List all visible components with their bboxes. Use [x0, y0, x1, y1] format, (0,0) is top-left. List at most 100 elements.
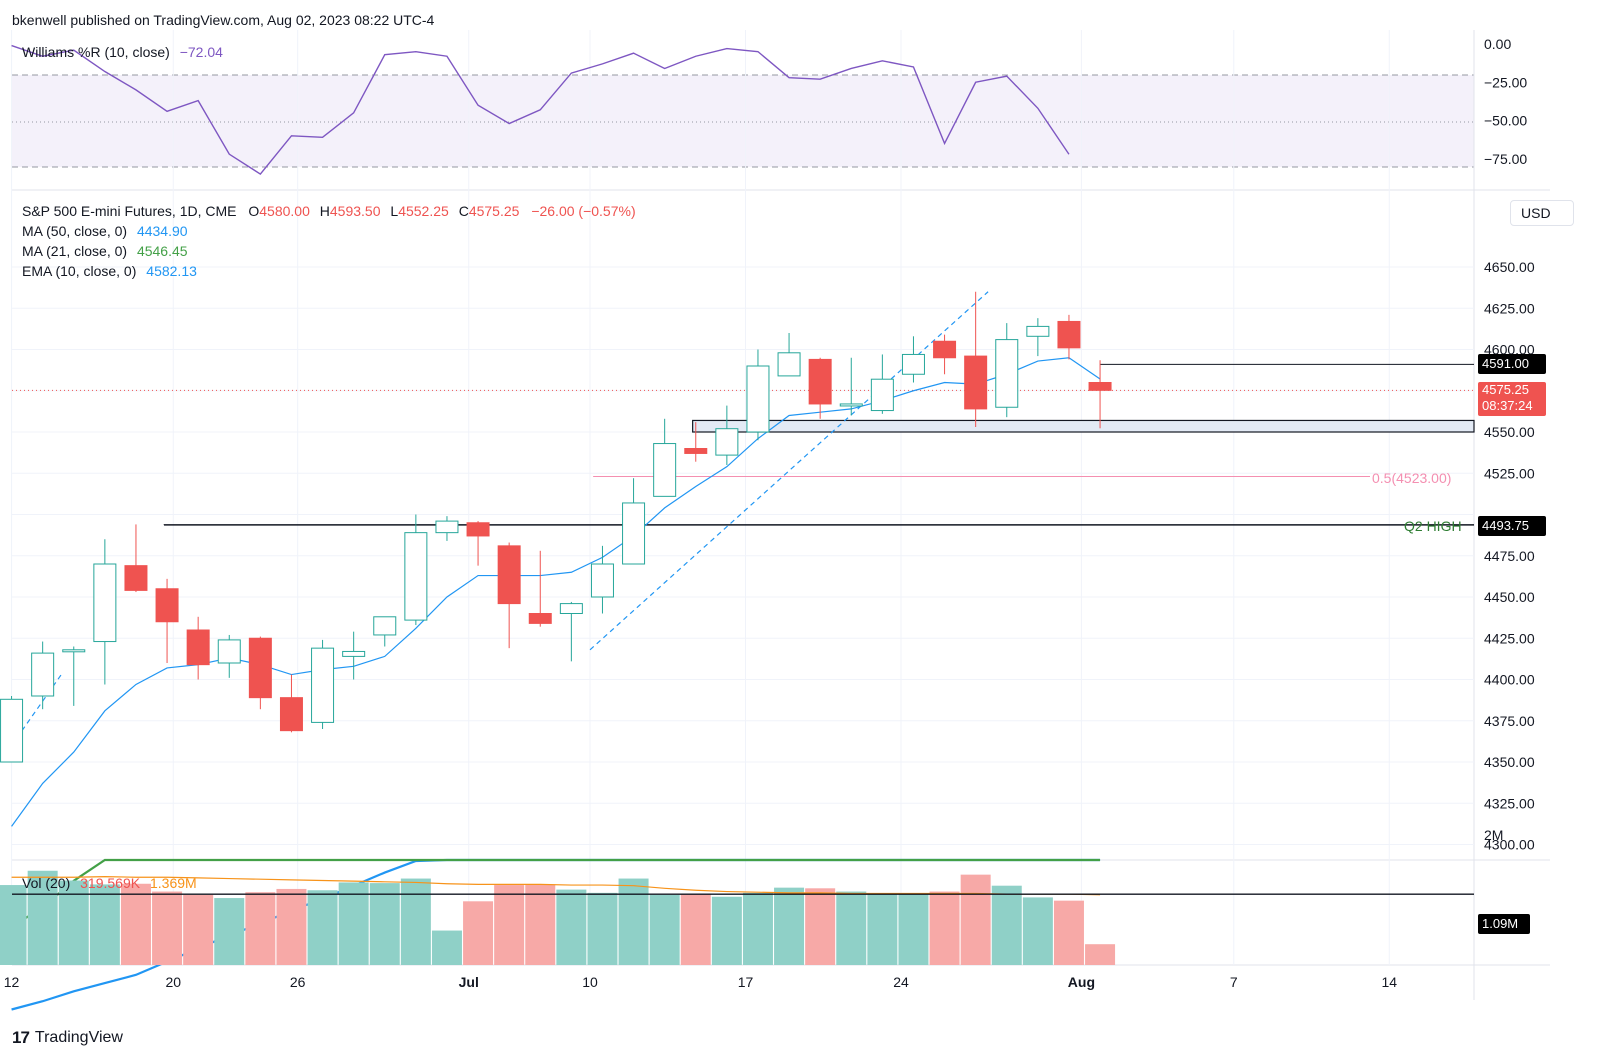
candle-body [839, 403, 863, 407]
volume-bar [89, 884, 120, 965]
volume-tick-label: 2M [1484, 827, 1503, 843]
volume-bar [960, 874, 991, 965]
wpr-band [12, 75, 1474, 167]
candle-body [155, 588, 179, 623]
time-tick-label: Jul [459, 974, 479, 990]
price-tick-label: 4300.00 [1484, 837, 1535, 853]
wpr-tick-label: 0.00 [1484, 36, 1511, 52]
candle-body [0, 698, 24, 763]
fib-label: 0.5(4523.00) [1372, 470, 1452, 486]
volume-bar [805, 888, 836, 965]
wpr-tick-label: −50.00 [1484, 113, 1527, 129]
candle-body [777, 352, 801, 377]
price-tick-label: 4400.00 [1484, 672, 1535, 688]
open-value: 4580.00 [259, 203, 310, 219]
volume-bar [400, 878, 431, 965]
low-label: L [390, 203, 399, 219]
volume-bar [1053, 900, 1084, 965]
candle-body [870, 378, 894, 412]
candle-body [31, 652, 55, 697]
time-tick-label: 10 [582, 974, 598, 990]
brand-name: TradingView [34, 1029, 123, 1046]
volume-bar [929, 891, 960, 965]
high-label: H [319, 203, 330, 219]
volume-bar [836, 891, 867, 965]
time-tick-label: 17 [738, 974, 754, 990]
volume-bar [556, 889, 587, 965]
wpr-tick-label: −25.00 [1484, 74, 1527, 90]
volume-bar [338, 882, 369, 965]
tradingview-brand[interactable]: 17 TradingView [12, 1028, 123, 1048]
wpr-tick-label: −75.00 [1484, 151, 1527, 167]
candle-body [311, 647, 335, 723]
axis-layer: 4650.00 4625.00 4600.00 4550.00 4525.00 4475.… [4, 36, 1535, 990]
volume-bar [245, 892, 276, 965]
volume-label: Vol (20) [22, 875, 71, 891]
candle-body [559, 603, 583, 614]
ema10-legend[interactable]: EMA (10, close, 0) 4582.13 [22, 263, 197, 279]
candle-body [746, 365, 770, 433]
candle-body [528, 613, 552, 624]
support-zone-box [692, 419, 1475, 433]
open-label: O [248, 203, 260, 219]
price-tick-label: 4550.00 [1484, 424, 1535, 440]
candle-body [964, 355, 988, 410]
volume-bar [152, 891, 183, 965]
candle-body [248, 637, 272, 699]
volume-bar [431, 930, 462, 965]
ema10-line [11, 357, 1101, 827]
time-tick-label: 12 [4, 974, 20, 990]
ma21-line [10, 858, 1101, 928]
ma21-legend[interactable]: MA (21, close, 0) 4546.45 [22, 243, 188, 259]
ema10-value: 4582.13 [146, 263, 197, 279]
candle-body [715, 428, 739, 456]
symbol-title: S&P 500 E-mini Futures, 1D, CME [22, 203, 237, 219]
symbol-legend[interactable]: S&P 500 E-mini Futures, 1D, CME O4580.00… [22, 203, 636, 219]
volume-bar [867, 894, 898, 965]
close-label: C [458, 203, 469, 219]
q2-high-label: Q2 HIGH [1404, 518, 1462, 534]
volume-bar [680, 894, 711, 965]
volume-bar [183, 894, 214, 965]
price-tick-label: 4425.00 [1484, 630, 1535, 646]
levels-layer [11, 291, 1475, 746]
time-tick-label: 7 [1230, 974, 1238, 990]
candle-body [622, 502, 646, 565]
price-tick-label: 4525.00 [1484, 465, 1535, 481]
candle-layer [0, 291, 1112, 763]
candle-body [684, 448, 708, 454]
tradingview-logo-icon: 17 [12, 1028, 30, 1047]
volume-bar [58, 880, 89, 965]
candle-body [590, 563, 614, 598]
time-tick-label: 24 [893, 974, 909, 990]
ema10-label: EMA (10, close, 0) [22, 263, 137, 279]
volume-bar [649, 894, 680, 965]
last-price-value: 4575.25 [1482, 382, 1529, 397]
candle-body [373, 616, 397, 636]
volume-bar [494, 885, 525, 965]
volume-bar [276, 888, 307, 965]
ma50-label: MA (50, close, 0) [22, 223, 128, 239]
candle-body [279, 697, 303, 732]
candle-body [435, 520, 459, 534]
time-tick-label: 26 [290, 974, 306, 990]
ma50-legend[interactable]: MA (50, close, 0) 4434.90 [22, 223, 188, 239]
q2-high-price-tag: 4493.75 [1478, 516, 1546, 536]
volume-bar [711, 896, 742, 965]
volume-bar [898, 894, 929, 965]
grid-layer [11, 30, 1474, 965]
high-value: 4593.50 [329, 203, 381, 219]
volume-bar [618, 878, 649, 965]
volume-bar [463, 901, 494, 965]
volume-bar [774, 887, 805, 965]
price-tick-label: 4625.00 [1484, 300, 1535, 316]
volume-value: 319.569K [80, 875, 141, 891]
close-value: 4575.25 [468, 203, 520, 219]
volume-bar [742, 892, 773, 965]
volume-legend[interactable]: Vol (20) 319.569K 1.369M [22, 875, 197, 891]
time-tick-label: 14 [1382, 974, 1398, 990]
price-tick-label: 4475.00 [1484, 548, 1535, 564]
currency-button[interactable]: USD [1510, 200, 1574, 226]
wpr-value: −72.04 [179, 44, 223, 60]
